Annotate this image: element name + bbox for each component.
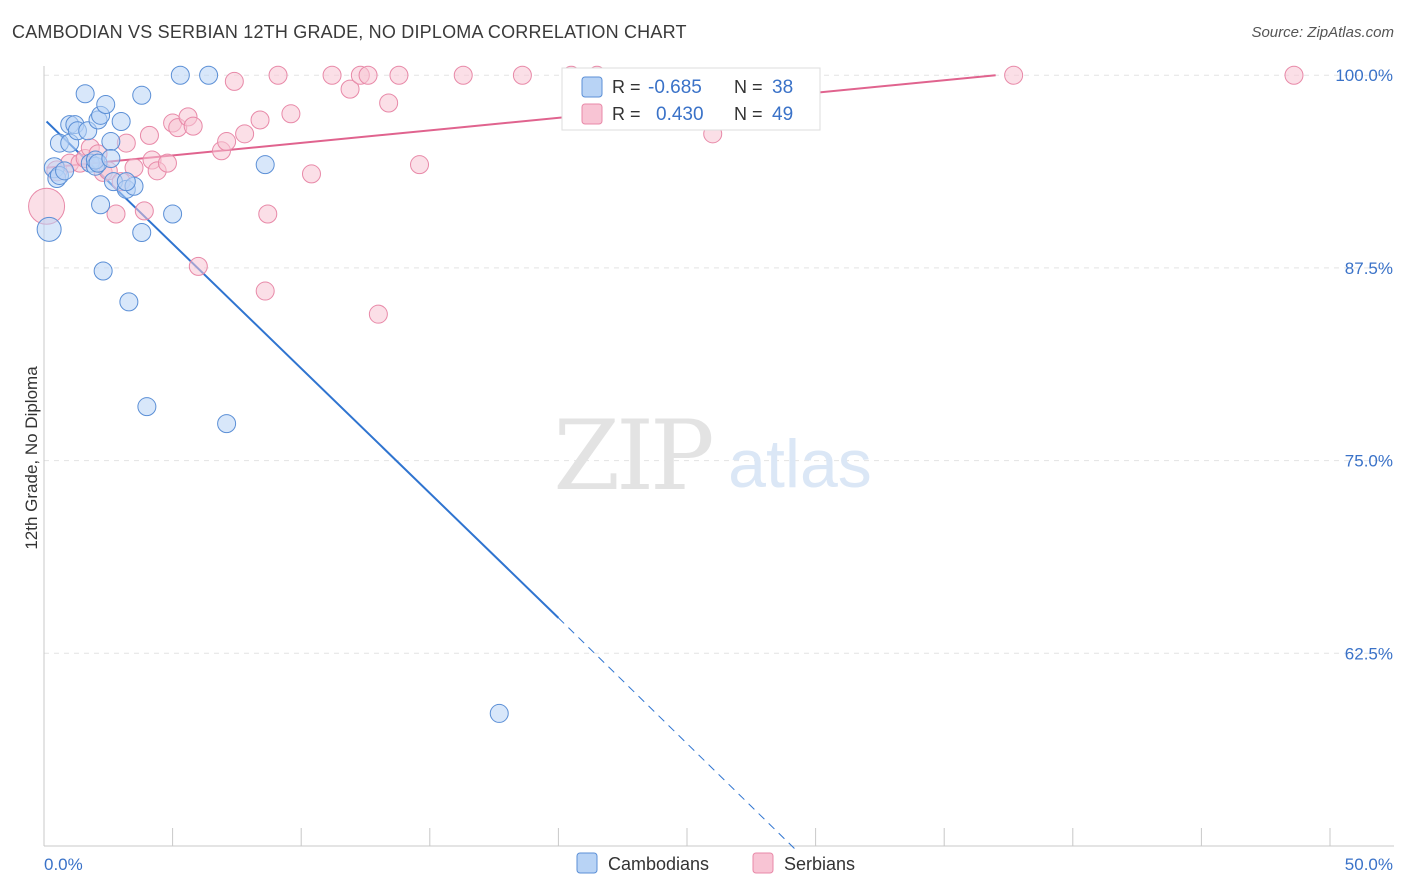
legend-swatch-cambodians	[576, 852, 598, 874]
cambodian-point	[101, 148, 121, 168]
cambodian-point	[489, 703, 509, 723]
trend-lines	[45, 74, 996, 850]
chart-title: CAMBODIAN VS SERBIAN 12TH GRADE, NO DIPL…	[12, 22, 687, 42]
y-axis-label: 12th Grade, No Diploma	[22, 366, 41, 550]
stats-swatch-serbian	[581, 103, 603, 125]
cambodian-point	[217, 414, 237, 434]
serbian-point	[322, 65, 342, 85]
serbian-point	[268, 65, 288, 85]
cambodian-point	[55, 161, 75, 181]
legend-label-serbians: Serbians	[784, 854, 855, 874]
cambodian-point	[93, 261, 113, 281]
serbian-trend-line	[46, 74, 996, 169]
watermark-zip: ZIP	[553, 400, 712, 512]
serbian-point	[1284, 65, 1304, 85]
cambodian-point	[119, 292, 139, 312]
cambodian-point	[91, 195, 111, 215]
stats-legend: R = -0.685 N = 38 R = 0.430 N = 49	[561, 67, 821, 131]
serbian-point	[410, 155, 430, 175]
serbian-point	[1004, 65, 1024, 85]
serbian-point	[301, 164, 321, 184]
serbian-point	[217, 132, 237, 152]
stats-r-value-serbian: 0.430	[656, 104, 704, 125]
serbian-point	[188, 256, 208, 276]
serbian-point	[224, 71, 244, 91]
cambodian-trend-line	[45, 120, 560, 619]
serbian-point	[340, 79, 360, 99]
cambodian-point	[199, 65, 219, 85]
stats-legend-box	[561, 67, 821, 131]
y-tick-label: 87.5%	[1345, 259, 1393, 278]
x-tick-label: 50.0%	[1345, 855, 1393, 874]
serbian-point	[157, 153, 177, 173]
axis-layer	[43, 66, 1394, 847]
chart-source: Source: ZipAtlas.com	[1251, 24, 1394, 41]
serbian-point	[512, 65, 532, 85]
serbian-point	[183, 116, 203, 136]
serbian-point	[235, 124, 255, 144]
serbian-point	[281, 104, 301, 124]
serbian-point	[258, 204, 278, 224]
serbian-point	[379, 93, 399, 113]
stats-n-value-serbian: 49	[772, 104, 793, 125]
grid-layer	[44, 74, 1394, 654]
stats-r-value-cambodian: -0.685	[648, 77, 702, 98]
cambodian-point	[255, 155, 275, 175]
series-legend: Cambodians Serbians	[576, 852, 855, 874]
cambodian-point	[116, 172, 136, 192]
cambodian-point	[137, 397, 157, 417]
serbian-point	[358, 65, 378, 85]
y-tick-label: 62.5%	[1345, 644, 1393, 663]
stats-n-value-cambodian: 38	[772, 77, 793, 98]
data-points	[28, 65, 1304, 723]
serbian-point	[255, 281, 275, 301]
serbian-point	[134, 201, 154, 221]
cambodian-point	[36, 216, 62, 242]
legend-swatch-serbians	[752, 852, 774, 874]
serbian-point	[453, 65, 473, 85]
cambodian-point	[75, 84, 95, 104]
cambodian-point	[111, 111, 131, 131]
watermark-atlas: atlas	[728, 426, 872, 502]
tick-labels: 62.5% 75.0% 87.5% 100.0% 0.0% 50.0%	[44, 66, 1393, 874]
legend-label-cambodians: Cambodians	[608, 854, 709, 874]
watermark: ZIP atlas	[553, 400, 871, 512]
y-tick-label: 100.0%	[1335, 66, 1393, 85]
cambodian-point	[170, 65, 190, 85]
cambodian-point	[132, 85, 152, 105]
cambodian-point	[96, 95, 116, 115]
serbian-point	[368, 304, 388, 324]
y-tick-label: 75.0%	[1345, 452, 1393, 471]
serbian-point	[106, 204, 126, 224]
stats-n-label-serbian: N =	[734, 104, 763, 124]
serbian-point	[250, 110, 270, 130]
stats-r-label-cambodian: R =	[612, 77, 641, 97]
stats-swatch-cambodian	[581, 76, 603, 98]
serbian-point	[139, 125, 159, 145]
cambodian-point	[132, 222, 152, 242]
cambodian-trend-extension	[558, 617, 796, 850]
x-tick-label: 0.0%	[44, 855, 83, 874]
stats-n-label-cambodian: N =	[734, 77, 763, 97]
cambodian-point	[101, 132, 121, 152]
cambodian-point	[163, 204, 183, 224]
serbian-point	[389, 65, 409, 85]
stats-r-label-serbian: R =	[612, 104, 641, 124]
